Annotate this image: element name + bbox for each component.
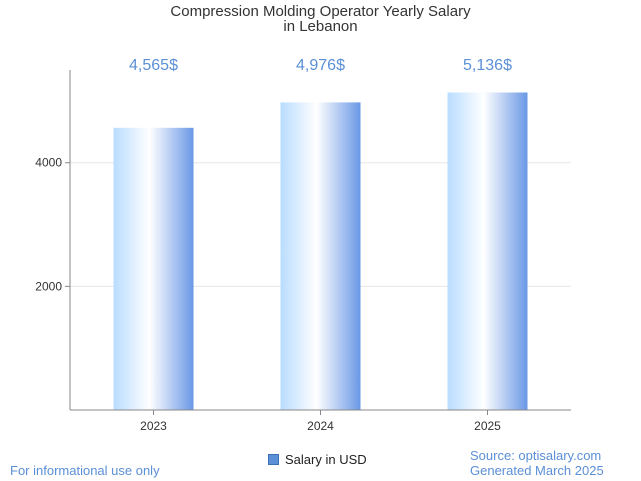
- bar-2024: [280, 102, 361, 410]
- x-tick-label: 2025: [474, 419, 501, 433]
- x-tick-label: 2023: [140, 419, 167, 433]
- bar-2025: [447, 92, 528, 410]
- source-text: Source: optisalary.com: [470, 448, 602, 463]
- x-tick-label: 2024: [307, 419, 334, 433]
- value-label: 4,565$: [129, 57, 178, 74]
- legend-swatch: [268, 454, 279, 465]
- disclaimer-text: For informational use only: [10, 463, 160, 478]
- y-tick-label: 4000: [35, 156, 62, 170]
- chart-subtitle: in Lebanon: [283, 18, 358, 35]
- bar-2023: [113, 127, 194, 411]
- chart-legend: Salary in USD: [268, 452, 367, 467]
- legend-label: Salary in USD: [285, 452, 367, 467]
- value-label: 5,136$: [463, 57, 512, 74]
- value-label: 4,976$: [296, 57, 345, 74]
- generated-text: Generated March 2025: [470, 463, 604, 478]
- y-tick-label: 2000: [35, 279, 62, 293]
- chart-title: Compression Molding Operator Yearly Sala…: [170, 3, 471, 20]
